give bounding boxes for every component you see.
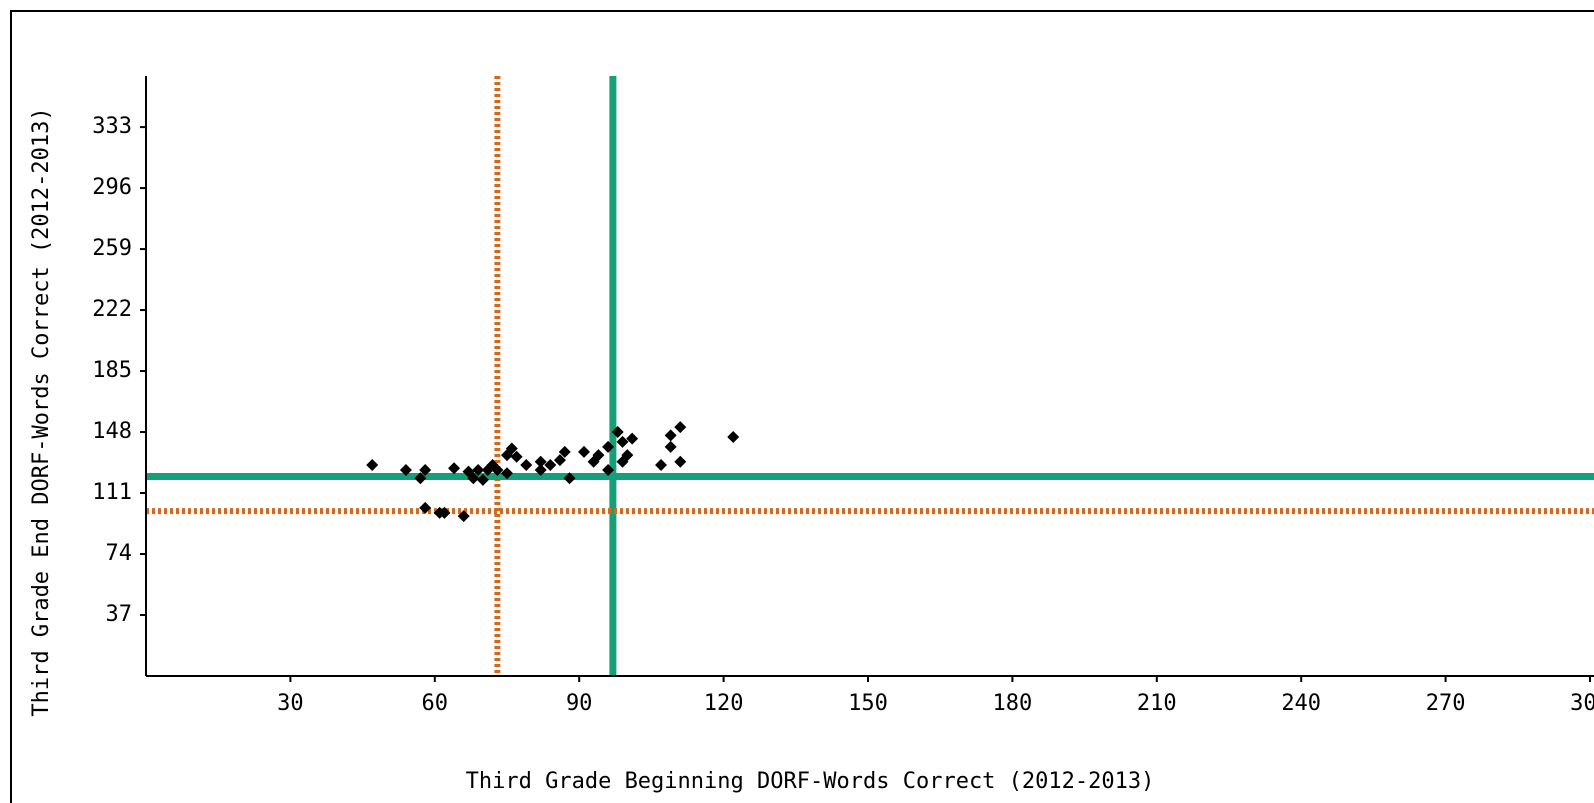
y-tick-label: 222 (92, 297, 132, 322)
point (727, 430, 740, 443)
x-tick-label: 60 (422, 691, 449, 716)
x-tick-label: 180 (993, 691, 1033, 716)
y-axis-label: Third Grade End DORF-Words Correct (2012… (29, 107, 54, 716)
point (491, 463, 504, 476)
frame (10, 10, 1594, 803)
point (505, 442, 518, 455)
point (467, 472, 480, 485)
point (578, 445, 591, 458)
point (655, 459, 668, 472)
point (534, 463, 547, 476)
point (520, 459, 533, 472)
point (366, 459, 379, 472)
point (414, 472, 427, 485)
point (501, 467, 513, 480)
point (616, 435, 629, 448)
point (602, 440, 615, 453)
point (534, 455, 547, 468)
x-tick-label: 210 (1137, 691, 1177, 716)
x-tick-label: 300 (1570, 691, 1594, 716)
point (602, 463, 615, 476)
x-tick-label: 240 (1281, 691, 1321, 716)
point (674, 455, 687, 468)
point (664, 440, 677, 453)
y-tick-label: 111 (92, 480, 132, 505)
y-tick-label: 148 (92, 419, 132, 444)
x-tick-label: 120 (704, 691, 744, 716)
point (448, 462, 461, 475)
point (510, 450, 523, 463)
x-tick-label: 90 (566, 691, 593, 716)
point (558, 445, 571, 458)
point (664, 429, 677, 442)
point (419, 463, 432, 476)
point (544, 459, 557, 472)
x-tick-label: 270 (1426, 691, 1466, 716)
y-tick-label: 333 (92, 114, 132, 139)
y-tick-label: 37 (106, 602, 133, 627)
point (621, 449, 634, 462)
point (438, 506, 451, 519)
point (472, 463, 485, 476)
point (626, 432, 639, 445)
point (611, 426, 624, 439)
point (563, 472, 576, 485)
y-tick-label: 259 (92, 236, 132, 261)
x-tick-label: 30 (277, 691, 304, 716)
point (419, 501, 432, 514)
y-tick-label: 74 (106, 541, 133, 566)
y-tick-label: 185 (92, 358, 132, 383)
point (553, 454, 566, 467)
point (476, 473, 489, 486)
point (674, 421, 687, 434)
x-axis-label: Third Grade Beginning DORF-Words Correct… (466, 769, 1155, 794)
x-tick-label: 150 (848, 691, 888, 716)
point (592, 449, 605, 462)
point (457, 510, 470, 523)
point (399, 463, 412, 476)
y-tick-label: 296 (92, 175, 132, 200)
